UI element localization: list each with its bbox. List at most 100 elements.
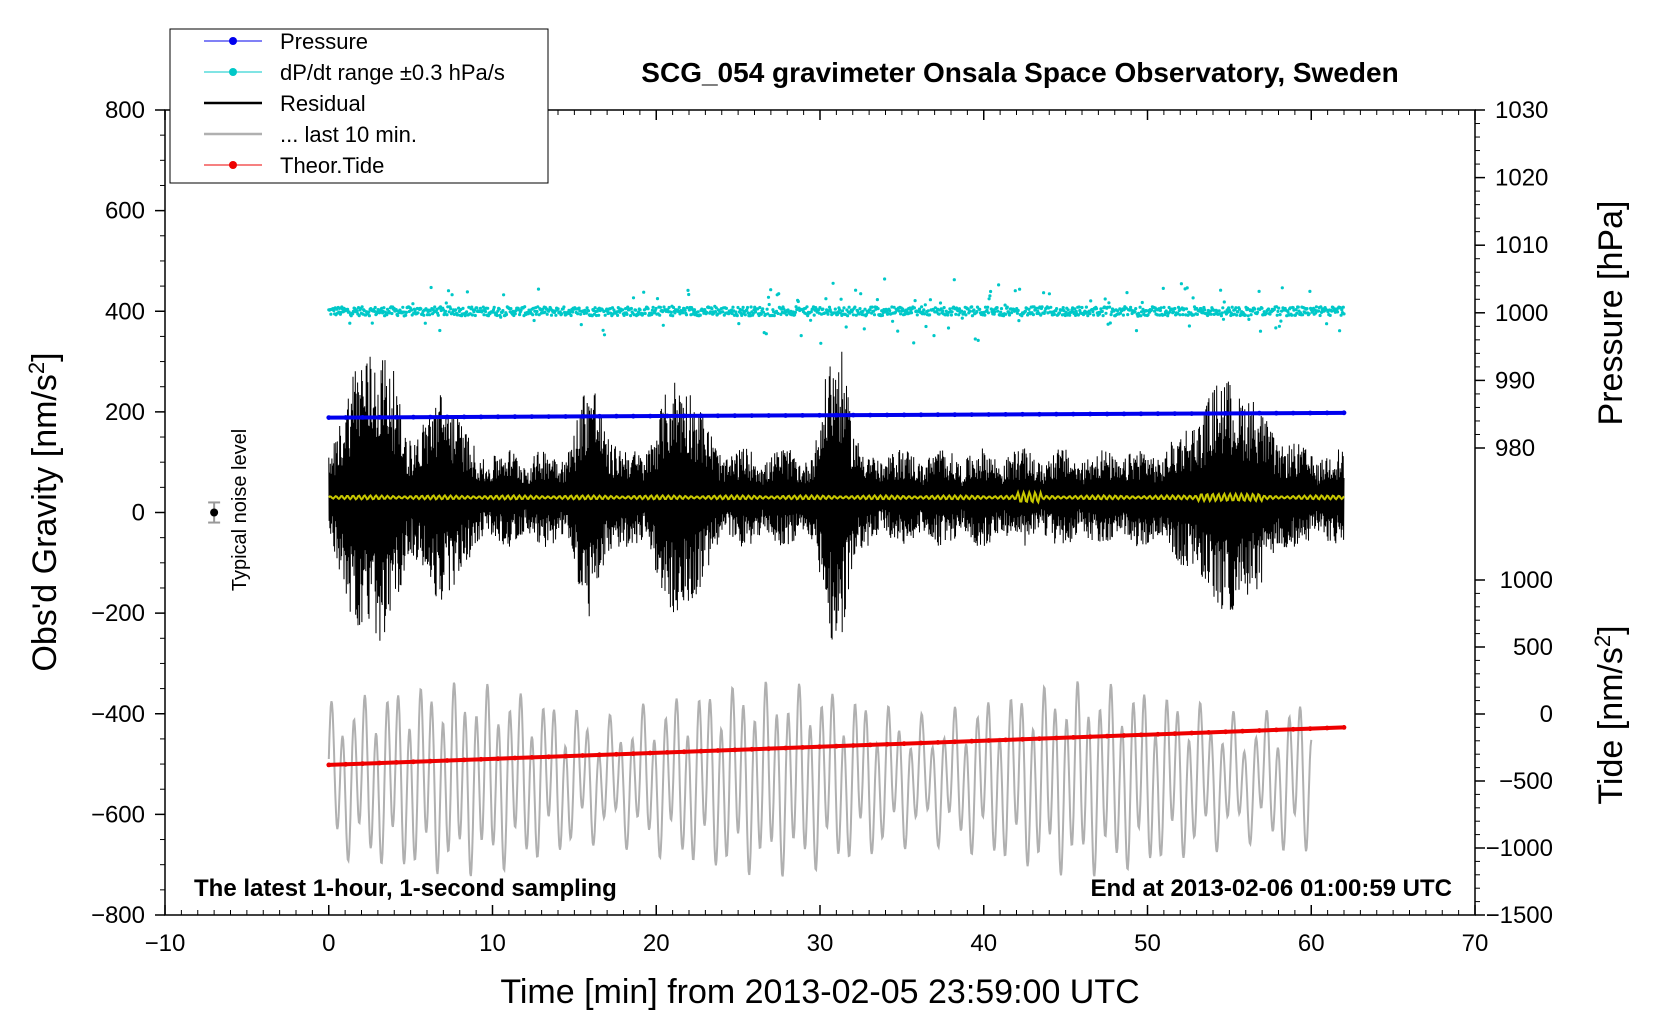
dpdt-point bbox=[875, 298, 880, 302]
dpdt-point bbox=[730, 311, 734, 316]
dpdt-point bbox=[655, 297, 660, 301]
x-axis-label: Time [min] from 2013-02-05 23:59:00 UTC bbox=[500, 973, 1139, 1011]
pressure-point bbox=[461, 414, 467, 420]
dpdt-point bbox=[1176, 305, 1181, 309]
dpdt-point bbox=[1094, 307, 1099, 311]
dpdt-point bbox=[404, 310, 408, 314]
dpdt-point bbox=[1266, 307, 1271, 311]
dpdt-point bbox=[677, 305, 681, 309]
dpdt-point bbox=[1278, 313, 1282, 317]
pressure-point bbox=[918, 412, 924, 418]
dpdt-point bbox=[1108, 305, 1112, 309]
tide-point bbox=[427, 758, 433, 764]
dpdt-point bbox=[1016, 308, 1020, 313]
dpdt-point bbox=[622, 313, 626, 317]
legend-items: Pressure dP/dt range ±0.3 hPa/s Residual..… bbox=[204, 29, 505, 178]
dpdt-point bbox=[1129, 305, 1133, 309]
tide-tick-label: 500 bbox=[1513, 634, 1553, 661]
dpdt-point bbox=[454, 308, 458, 312]
dpdt-point bbox=[976, 338, 980, 342]
dpdt-point bbox=[1027, 307, 1031, 311]
dpdt-point bbox=[1275, 313, 1279, 317]
dpdt-point bbox=[669, 310, 673, 314]
pressure-point bbox=[546, 414, 552, 419]
dpdt-point bbox=[401, 305, 405, 309]
dpdt-point bbox=[497, 307, 501, 311]
dpdt-point bbox=[793, 310, 798, 314]
dpdt-point bbox=[983, 313, 987, 317]
dpdt-point bbox=[1339, 313, 1343, 317]
legend-label: ... last 10 min. bbox=[280, 122, 417, 147]
dpdt-point bbox=[985, 308, 989, 312]
y-tick-label: −600 bbox=[91, 801, 145, 828]
x-tick-label: 40 bbox=[970, 930, 997, 957]
pressure-point bbox=[935, 412, 941, 418]
dpdt-point bbox=[785, 313, 789, 317]
dpdt-point bbox=[1237, 307, 1242, 311]
pressure-tick-label: 1030 bbox=[1495, 97, 1548, 124]
dpdt-point bbox=[1133, 310, 1137, 314]
dpdt-point bbox=[1107, 301, 1111, 305]
dpdt-point bbox=[824, 297, 828, 301]
dpdt-point bbox=[913, 299, 917, 303]
legend-item: Theor.Tide bbox=[204, 153, 384, 178]
dpdt-point bbox=[1257, 289, 1261, 293]
dpdt-point bbox=[1280, 286, 1284, 290]
dpdt-point bbox=[603, 313, 607, 317]
dpdt-point bbox=[1317, 309, 1321, 313]
pressure-point bbox=[1273, 410, 1279, 416]
dpdt-point bbox=[999, 310, 1003, 314]
dpdt-point bbox=[444, 309, 448, 313]
dpdt-point bbox=[351, 312, 355, 316]
tide-point bbox=[817, 744, 822, 750]
dpdt-point bbox=[888, 309, 892, 313]
dpdt-point bbox=[796, 299, 800, 304]
dpdt-point bbox=[1318, 313, 1322, 318]
pressure-tick-label: 1020 bbox=[1495, 165, 1548, 192]
dpdt-point bbox=[1052, 312, 1056, 316]
dpdt-point bbox=[932, 334, 936, 338]
dpdt-point bbox=[809, 310, 813, 314]
dpdt-point bbox=[1042, 291, 1046, 295]
dpdt-point bbox=[475, 306, 479, 310]
tide-tick-label: −500 bbox=[1499, 768, 1553, 795]
dpdt-point bbox=[602, 333, 607, 337]
dpdt-point bbox=[1088, 312, 1092, 316]
dpdt-point bbox=[1068, 313, 1072, 317]
tide-point bbox=[732, 747, 738, 753]
dpdt-point bbox=[1234, 306, 1238, 310]
dpdt-point bbox=[926, 309, 930, 313]
dpdt-point bbox=[1017, 319, 1021, 323]
dpdt-point bbox=[740, 313, 744, 317]
dpdt-point bbox=[1074, 309, 1078, 313]
dpdt-point bbox=[360, 305, 364, 309]
dpdt-point bbox=[1171, 310, 1176, 314]
dpdt-point bbox=[853, 305, 857, 309]
tide-point bbox=[834, 743, 839, 749]
dpdt-point bbox=[446, 289, 451, 293]
dpdt-point bbox=[714, 306, 718, 310]
dpdt-point bbox=[1279, 319, 1283, 323]
tide-point bbox=[1172, 731, 1178, 737]
pressure-point bbox=[867, 412, 873, 418]
tide-point bbox=[1138, 732, 1144, 738]
dpdt-point bbox=[646, 307, 650, 311]
legend-label: dP/dt range ±0.3 hPa/s bbox=[280, 60, 505, 85]
dpdt-point bbox=[1010, 311, 1014, 315]
dpdt-point bbox=[1264, 311, 1268, 315]
tide-axis-label: Tide [nm/s2] bbox=[1590, 625, 1630, 804]
dpdt-point bbox=[601, 328, 605, 332]
tide-point bbox=[1070, 735, 1076, 740]
dpdt-point bbox=[1080, 305, 1084, 310]
dpdt-point bbox=[819, 341, 823, 345]
tide-point bbox=[360, 761, 365, 767]
dpdt-point bbox=[917, 307, 922, 311]
dpdt-point bbox=[536, 287, 541, 291]
dpdt-point bbox=[710, 307, 714, 311]
dpdt-point bbox=[671, 305, 676, 310]
dpdt-point bbox=[1247, 317, 1251, 321]
dpdt-point bbox=[993, 310, 997, 314]
dpdt-point bbox=[957, 307, 962, 311]
dpdt-point bbox=[1139, 310, 1144, 314]
